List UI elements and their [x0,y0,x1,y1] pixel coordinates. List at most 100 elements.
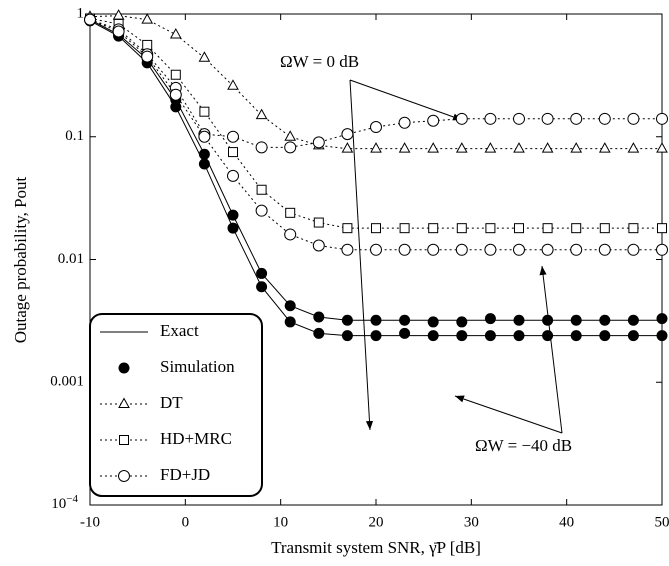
marker [656,330,668,342]
marker [513,142,525,153]
marker [371,223,381,234]
marker [599,330,611,342]
marker [627,142,640,153]
y-tick-label-exponent: −4 [66,493,78,505]
marker [313,327,325,339]
marker [570,112,583,125]
marker [455,142,468,153]
marker [570,243,583,256]
marker [169,88,182,101]
marker [484,330,496,342]
legend-box [89,313,263,497]
marker [570,330,582,342]
marker [169,28,182,39]
marker [370,121,382,134]
marker [541,243,554,256]
marker [656,243,668,256]
marker [256,184,267,195]
marker [285,207,296,218]
marker [227,79,239,90]
marker [341,314,353,326]
marker [627,112,640,125]
marker [456,316,468,328]
marker [227,130,239,143]
marker [142,39,153,50]
marker [455,112,468,125]
marker [571,223,582,234]
arrows [349,79,563,434]
marker [656,313,668,325]
marker [284,300,296,312]
marker [370,314,382,326]
marker [198,130,211,143]
marker [341,128,354,141]
marker [84,13,96,26]
marker [313,217,324,228]
marker [119,435,129,445]
marker [170,69,181,80]
legend-label: Simulation [160,357,235,376]
marker [118,470,130,482]
marker [399,327,411,339]
annotation: ΩW = −40 dB [475,436,572,455]
marker [542,330,554,342]
x-tick-label: 0 [182,514,190,530]
series-line [89,17,662,229]
marker [570,142,583,153]
marker [398,243,411,256]
x-tick-label: -10 [80,514,100,530]
marker [198,51,211,62]
y-tick-label-base: 10 [51,496,66,512]
marker [341,330,353,342]
marker [541,112,554,125]
marker [198,158,210,170]
marker [256,281,268,293]
marker [428,223,439,234]
marker [542,314,554,326]
marker [141,50,154,63]
marker [513,314,525,326]
marker [456,330,468,342]
marker [484,313,496,325]
marker [427,243,440,256]
y-tick-label: 1 [77,5,85,21]
marker [455,243,468,256]
legend-label: DT [160,393,183,412]
marker [427,114,440,127]
marker [112,9,125,20]
marker [170,101,182,113]
marker [284,316,296,328]
marker [399,314,411,326]
legend-label: Exact [160,321,199,340]
marker [627,330,639,342]
marker [570,314,582,326]
marker [398,116,411,129]
marker [313,311,325,323]
marker [598,112,611,125]
x-tick-label: 20 [369,514,384,530]
marker [541,142,554,153]
legend-label: FD+JD [160,465,210,484]
series-line [89,19,662,148]
marker [399,223,410,234]
marker [141,13,154,24]
marker [341,142,354,153]
annotation: ΩW = 0 dB [280,52,359,71]
marker [484,243,497,256]
marker [627,314,639,326]
marker [513,330,525,342]
marker [599,223,610,234]
marker [599,314,611,326]
marker [199,106,210,117]
marker [227,222,239,234]
marker [370,330,382,342]
y-tick-label: 0.1 [65,128,84,144]
marker [312,239,325,252]
marker [256,267,268,279]
marker [312,136,325,149]
marker [628,223,639,234]
x-axis-label: Transmit system SNR, γ̄P [dB] [271,538,481,557]
marker [228,147,238,158]
marker [598,142,611,153]
